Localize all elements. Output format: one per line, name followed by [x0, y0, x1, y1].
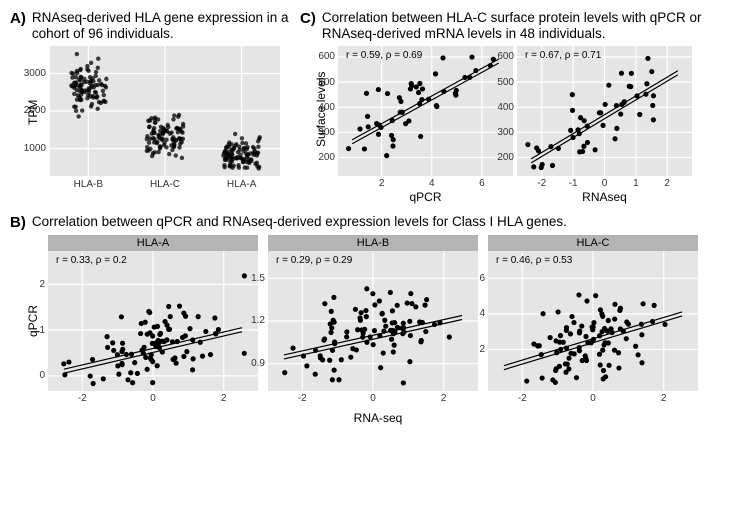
- facet-header: HLA-B: [268, 235, 478, 251]
- panel-b-title: B) Correlation between qPCR and RNAseq-d…: [10, 214, 739, 231]
- panel-c: C) Correlation between HLA-C surface pro…: [300, 10, 739, 206]
- panel-a: A) RNAseq-derived HLA gene expression in…: [10, 10, 290, 206]
- panel-b-plot: HLA-Ar = 0.33, ρ = 0.2-202012HLA-Br = 0.…: [48, 235, 739, 429]
- panel-b-letter: B): [10, 214, 26, 231]
- panel-a-title: A) RNAseq-derived HLA gene expression in…: [10, 10, 290, 42]
- facet-header: HLA-C: [488, 235, 698, 251]
- panel-a-plot: 100020003000HLA-BHLA-CHLA-ATPM: [50, 46, 280, 198]
- panel-c-letter: C): [300, 10, 316, 27]
- panel-c-title: C) Correlation between HLA-C surface pro…: [300, 10, 739, 42]
- panel-c-caption: Correlation between HLA-C surface protei…: [322, 10, 739, 42]
- panel-a-caption: RNAseq-derived HLA gene expression in a …: [32, 10, 290, 42]
- panel-a-letter: A): [10, 10, 26, 27]
- facet-header: HLA-A: [48, 235, 258, 251]
- panel-c-plot: r = 0.59, ρ = 0.69246200300400500600qPCR…: [338, 46, 739, 206]
- panel-b: B) Correlation between qPCR and RNAseq-d…: [10, 214, 739, 429]
- panel-b-caption: Correlation between qPCR and RNAseq-deri…: [32, 214, 567, 230]
